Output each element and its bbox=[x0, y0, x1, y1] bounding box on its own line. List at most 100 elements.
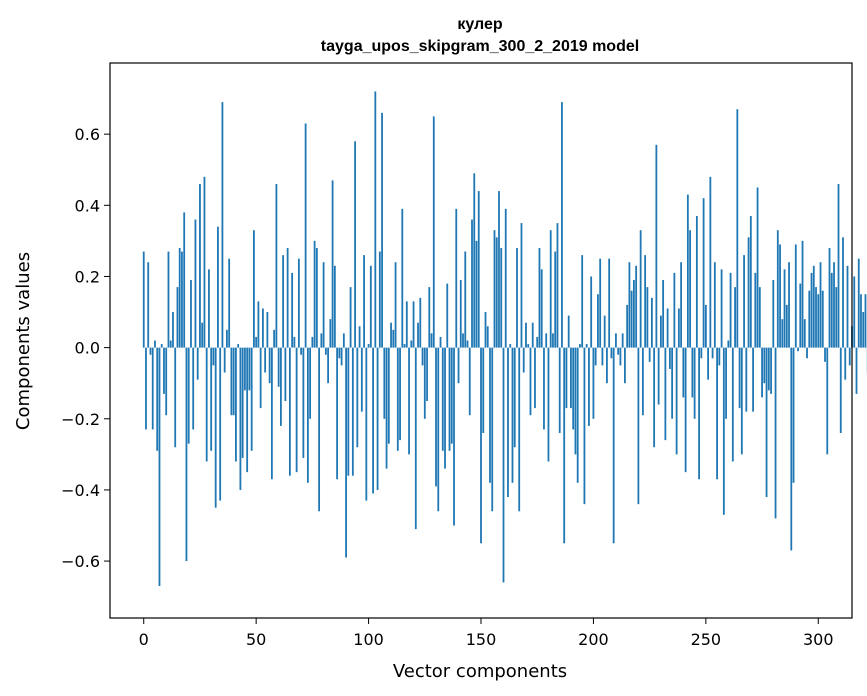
bar bbox=[819, 262, 822, 348]
bar bbox=[295, 347, 298, 473]
bar bbox=[239, 347, 242, 490]
bar bbox=[758, 287, 761, 348]
bar bbox=[430, 333, 433, 348]
bar bbox=[797, 347, 799, 352]
bar bbox=[639, 230, 642, 348]
bar bbox=[482, 347, 485, 433]
bar bbox=[448, 347, 451, 451]
bar bbox=[327, 347, 329, 384]
bar bbox=[749, 215, 752, 348]
bar bbox=[857, 258, 860, 348]
y-tick-label: −0.2 bbox=[61, 410, 100, 429]
y-tick-label: 0.2 bbox=[75, 267, 100, 286]
bar bbox=[477, 191, 480, 348]
bar bbox=[277, 347, 280, 387]
bar bbox=[763, 347, 766, 384]
bar bbox=[776, 230, 779, 348]
bar bbox=[585, 344, 588, 348]
bar bbox=[453, 347, 455, 526]
bar bbox=[516, 248, 518, 348]
bar bbox=[518, 347, 521, 512]
bar bbox=[655, 144, 658, 348]
bar bbox=[689, 230, 692, 348]
bar bbox=[246, 347, 249, 473]
bar bbox=[628, 262, 631, 348]
bar bbox=[864, 294, 867, 348]
bar bbox=[405, 301, 408, 348]
bar bbox=[527, 344, 530, 348]
bar bbox=[785, 304, 788, 348]
bar bbox=[457, 347, 460, 384]
bar bbox=[765, 347, 768, 498]
bar bbox=[619, 347, 622, 366]
bar bbox=[419, 297, 422, 348]
y-tick-label: −0.6 bbox=[61, 552, 100, 571]
bar bbox=[621, 333, 624, 348]
bar bbox=[610, 347, 613, 359]
bar bbox=[142, 251, 145, 348]
bar bbox=[412, 301, 415, 348]
bar bbox=[196, 347, 199, 380]
bar bbox=[713, 262, 716, 348]
chart-subtitle: tayga_upos_skipgram_300_2_2019 model bbox=[321, 38, 639, 55]
bar bbox=[226, 329, 228, 348]
bar bbox=[520, 223, 523, 348]
bar bbox=[837, 183, 840, 348]
bar bbox=[624, 347, 626, 384]
bar bbox=[217, 226, 219, 348]
bar bbox=[486, 326, 489, 348]
bar bbox=[259, 347, 262, 409]
bar bbox=[731, 347, 734, 462]
bar bbox=[704, 304, 707, 348]
bar bbox=[637, 347, 640, 505]
bar bbox=[154, 340, 156, 348]
bar bbox=[707, 347, 709, 380]
bar bbox=[178, 248, 181, 348]
bar bbox=[374, 91, 377, 348]
bar bbox=[221, 102, 224, 348]
bar bbox=[450, 347, 453, 444]
bar bbox=[401, 208, 404, 348]
bar bbox=[540, 269, 543, 348]
bar bbox=[815, 287, 817, 348]
bar bbox=[835, 287, 838, 348]
bar bbox=[306, 347, 309, 483]
bar bbox=[163, 347, 165, 394]
bar bbox=[790, 347, 793, 551]
bar bbox=[561, 102, 563, 348]
bar bbox=[437, 347, 440, 512]
bar bbox=[677, 308, 680, 348]
bar bbox=[426, 347, 428, 401]
bar bbox=[480, 347, 482, 544]
bar bbox=[860, 294, 862, 348]
bar bbox=[169, 340, 172, 348]
bar bbox=[322, 262, 325, 348]
bar bbox=[464, 251, 467, 348]
bar bbox=[534, 347, 536, 409]
bar bbox=[149, 347, 152, 355]
bar bbox=[205, 347, 208, 462]
bar bbox=[331, 180, 334, 348]
bar bbox=[666, 308, 669, 348]
bar bbox=[223, 347, 226, 373]
bar bbox=[349, 287, 352, 348]
bar bbox=[347, 347, 350, 476]
bar bbox=[264, 347, 267, 373]
bar bbox=[491, 347, 494, 512]
bar bbox=[185, 347, 188, 562]
bar bbox=[536, 336, 539, 348]
bar bbox=[806, 347, 808, 359]
bar bbox=[342, 333, 345, 348]
bar bbox=[253, 230, 255, 348]
x-tick-label: 200 bbox=[578, 630, 609, 649]
bar bbox=[172, 312, 174, 348]
bar bbox=[351, 347, 354, 476]
bar bbox=[304, 123, 307, 348]
bar bbox=[617, 347, 620, 355]
bar bbox=[684, 347, 687, 473]
bar bbox=[228, 258, 231, 348]
bar bbox=[417, 322, 419, 348]
bar bbox=[194, 219, 197, 348]
bar bbox=[167, 251, 170, 348]
bar bbox=[288, 347, 291, 476]
